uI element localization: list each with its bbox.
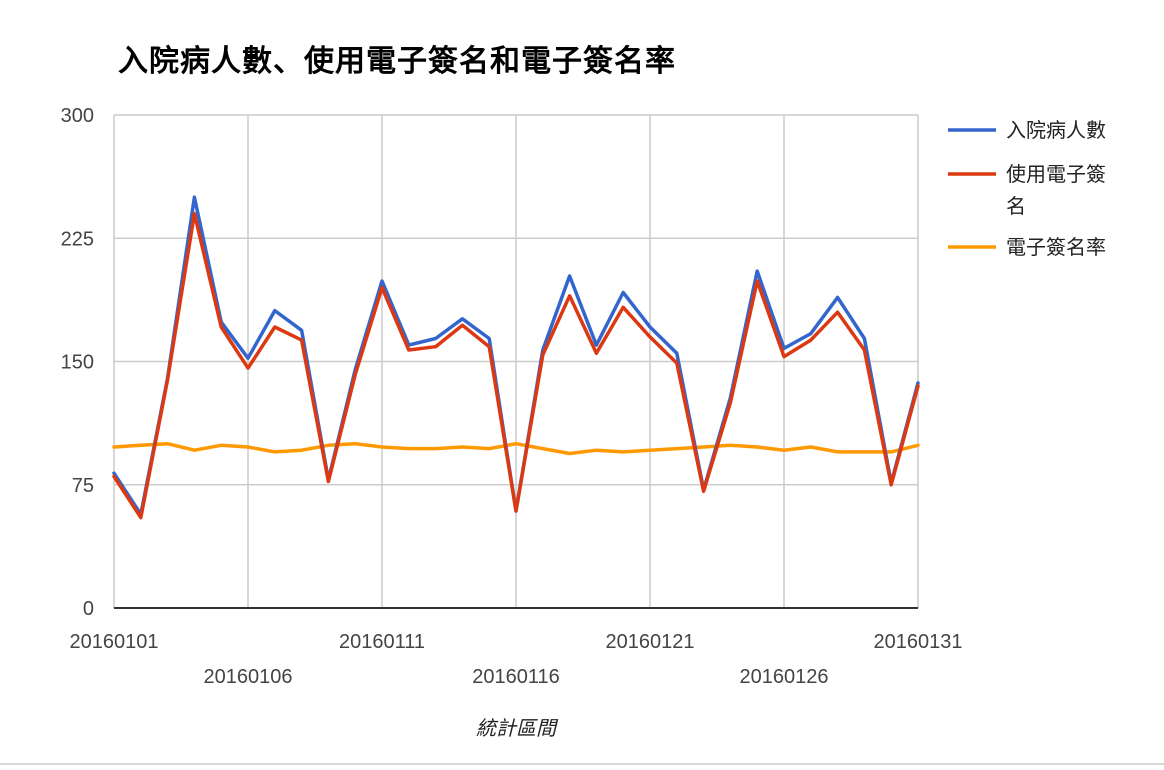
x-tick-label: 20160101 bbox=[70, 631, 159, 653]
series-lines bbox=[112, 195, 920, 520]
y-tick-label: 300 bbox=[61, 105, 94, 127]
y-tick-labels: 0 75 150 225 300 bbox=[61, 105, 94, 620]
x-tick-label: 20160126 bbox=[740, 666, 829, 688]
legend-label: 電子簽名率 bbox=[1006, 235, 1106, 259]
x-tick-label: 20160131 bbox=[874, 631, 963, 653]
series-line-2 bbox=[112, 211, 920, 520]
chart-title: 入院病人數、使用電子簽名和電子簽名率 bbox=[118, 44, 676, 79]
x-tick-label: 20160121 bbox=[606, 631, 695, 653]
grid-lines bbox=[113, 114, 919, 608]
x-tick-label: 20160106 bbox=[204, 666, 293, 688]
x-tick-labels: 20160101 20160106 20160111 20160116 20160121… bbox=[70, 631, 963, 688]
x-tick-label: 20160116 bbox=[472, 666, 560, 688]
x-axis-label: 統計區間 bbox=[476, 716, 559, 740]
series-line-3 bbox=[112, 441, 920, 456]
x-tick-label: 20160111 bbox=[339, 631, 425, 653]
y-tick-label: 0 bbox=[83, 598, 94, 620]
bottom-divider bbox=[0, 763, 1164, 765]
y-tick-label: 225 bbox=[61, 228, 94, 250]
y-tick-label: 75 bbox=[72, 475, 94, 497]
legend-label: 入院病人數 bbox=[1006, 118, 1106, 142]
legend-label: 使用電子簽名 bbox=[1006, 162, 1106, 218]
y-tick-label: 150 bbox=[61, 352, 94, 374]
